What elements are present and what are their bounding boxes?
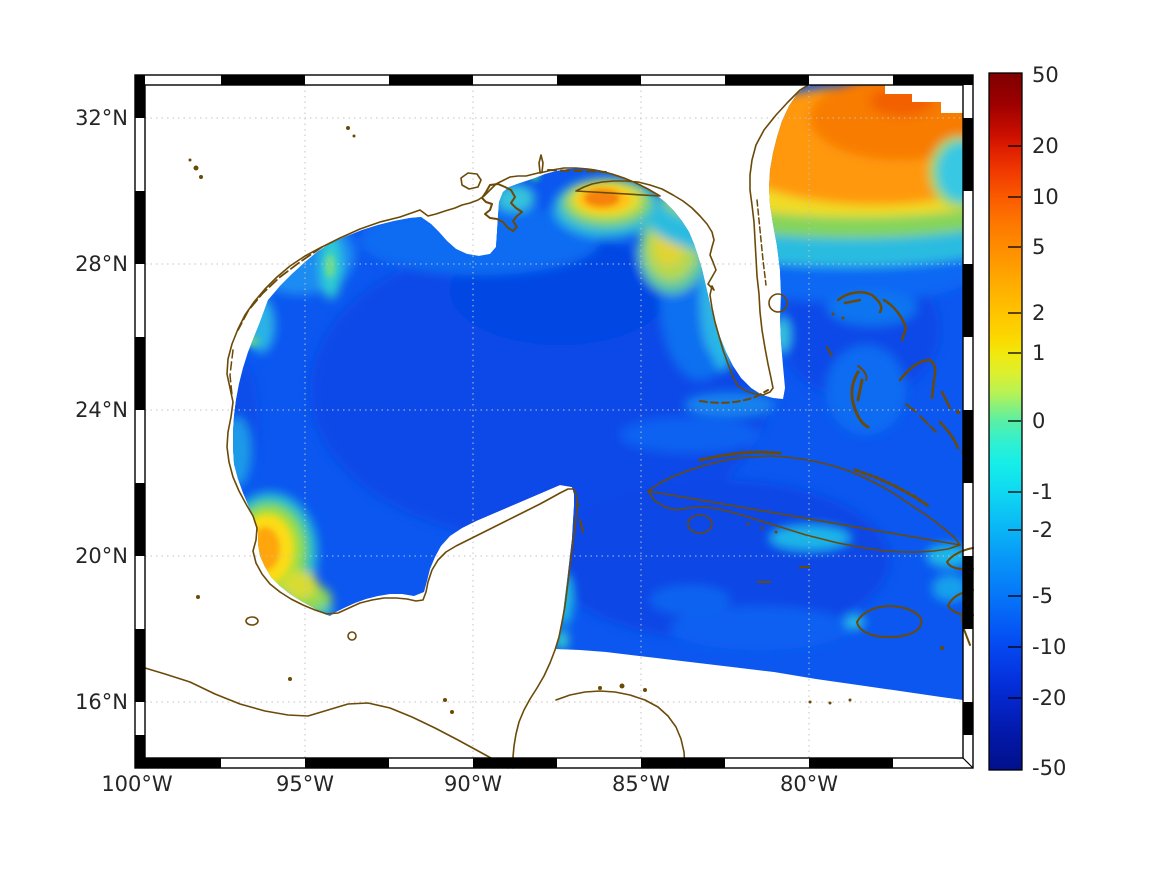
colorbar-tick-marks — [1008, 145, 1021, 699]
frame-left-segments — [135, 75, 145, 768]
y-tick-20n: 20°N — [75, 544, 128, 568]
cb-tick-1: 1 — [1032, 341, 1045, 365]
cb-tick-m10: -10 — [1032, 635, 1066, 659]
cuba-north-keys — [698, 450, 782, 462]
cb-tick-20: 20 — [1032, 134, 1059, 158]
isla-de-la-juventud — [687, 514, 713, 534]
cb-tick-2: 2 — [1032, 301, 1045, 325]
y-tick-32n: 32°N — [75, 106, 128, 130]
cb-tick-50: 50 — [1032, 63, 1059, 87]
honduras-coastline — [555, 690, 686, 769]
x-tick-80w: 80°W — [780, 772, 838, 796]
small-islets — [188, 126, 968, 714]
mississippi-barrier-islands — [547, 169, 607, 173]
cb-tick-0: 0 — [1032, 409, 1045, 433]
frame-top-segments — [221, 75, 973, 85]
cb-tick-m50: -50 — [1032, 756, 1066, 780]
x-tick-90w: 90°W — [444, 772, 502, 796]
cuba-north-coast — [647, 455, 961, 546]
y-tick-28n: 28°N — [75, 252, 128, 276]
jamaica — [856, 605, 923, 639]
cozumel — [579, 519, 584, 533]
laguna-madre — [229, 349, 234, 396]
colorbar: 50 20 10 5 2 1 0 -1 -2 -5 -10 -20 -50 — [988, 63, 1066, 780]
x-tick-95w: 95°W — [276, 772, 334, 796]
lake-okeechobee — [768, 293, 788, 313]
y-axis-labels: 32°N 28°N 24°N 20°N 16°N — [75, 106, 128, 714]
x-axis-labels: 100°W 95°W 90°W 85°W 80°W — [101, 772, 838, 796]
texas-barrier-islands — [237, 246, 323, 331]
camaguey-keys — [853, 468, 932, 509]
frame-right-segments — [963, 118, 973, 735]
exuma-chain — [905, 403, 937, 433]
cayman-islands — [757, 566, 810, 583]
lake-pontchartrain — [460, 172, 482, 190]
map-frame — [134, 74, 974, 769]
pacific-coastline — [144, 667, 509, 769]
florida-keys — [699, 389, 769, 404]
mainland-coastline — [226, 84, 809, 769]
x-tick-100w: 100°W — [101, 772, 173, 796]
colorbar-tick-labels: 50 20 10 5 2 1 0 -1 -2 -5 -10 -20 -50 — [1032, 63, 1066, 780]
florida-lagoon-islands — [756, 199, 767, 286]
cb-tick-m20: -20 — [1032, 686, 1066, 710]
cat-island — [940, 390, 952, 410]
andros — [850, 370, 870, 429]
frame-corner-miters — [134, 74, 974, 769]
graticule — [145, 85, 963, 758]
eleuthera — [898, 358, 937, 400]
cuba-south-coast — [647, 490, 961, 553]
cb-tick-m1: -1 — [1032, 480, 1053, 504]
y-tick-16n: 16°N — [75, 690, 128, 714]
x-tick-85w: 85°W — [612, 772, 670, 796]
veracruz-lagoon — [245, 616, 259, 626]
long-island — [938, 420, 960, 450]
y-tick-24n: 24°N — [75, 398, 128, 422]
cb-tick-10: 10 — [1032, 185, 1059, 209]
cb-tick-5: 5 — [1032, 235, 1045, 259]
mississippi-delta — [481, 183, 523, 232]
frame-bottom-segments — [145, 758, 893, 768]
coastlines — [144, 84, 974, 769]
data-field — [233, 85, 963, 700]
cb-tick-m5: -5 — [1032, 584, 1053, 608]
campeche-lagoon — [347, 631, 357, 641]
cb-tick-m2: -2 — [1032, 518, 1053, 542]
